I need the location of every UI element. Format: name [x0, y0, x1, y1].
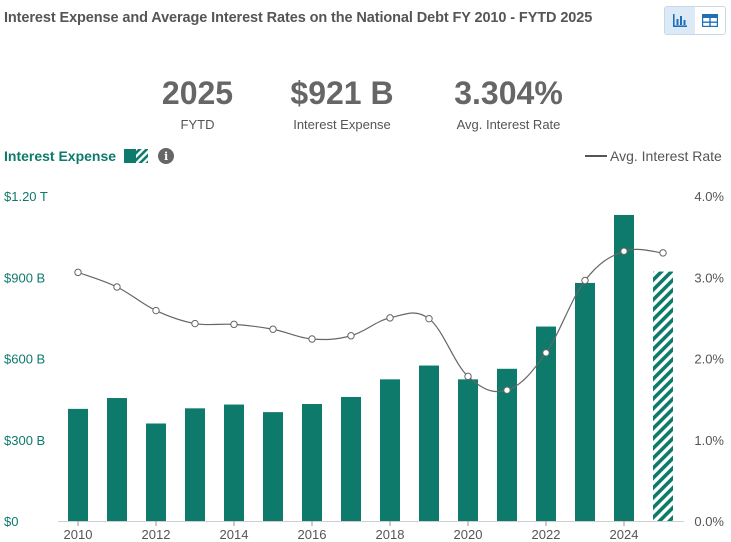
- info-icon[interactable]: i: [158, 148, 175, 164]
- left-tick-label: $1.20 T: [4, 189, 48, 204]
- bar-2018: [380, 379, 400, 521]
- bar-2022: [536, 326, 556, 521]
- kpi-value: 2025: [161, 75, 234, 111]
- bar-2011: [107, 398, 127, 521]
- x-tick-label: 2014: [220, 527, 249, 542]
- right-tick-label: 0.0%: [694, 514, 724, 529]
- rate-point-2024: [620, 247, 628, 255]
- bar-2017: [341, 396, 361, 521]
- table-icon: [702, 14, 718, 27]
- table-view-button[interactable]: [695, 7, 725, 34]
- x-tick-label: 2010: [64, 527, 93, 542]
- x-tick-label: 2012: [142, 527, 171, 542]
- x-tick-label: 2016: [298, 527, 327, 542]
- kpi-value: 3.304%: [454, 75, 563, 111]
- legend-label: Interest Expense: [4, 148, 117, 164]
- kpi-interest-expense: $921 B Interest Expense: [272, 74, 412, 132]
- rate-point-2025: [659, 249, 667, 257]
- left-tick-label: $600 B: [4, 352, 45, 367]
- rate-point-2022: [542, 349, 550, 357]
- legend-swatch-icon: [124, 149, 149, 163]
- rate-point-2013: [191, 319, 199, 328]
- kpi-value: $921 B: [290, 75, 394, 111]
- rate-point-2016: [308, 335, 316, 343]
- bar-2012: [146, 423, 166, 521]
- right-tick-label: 4.0%: [694, 189, 724, 204]
- right-tick-label: 1.0%: [694, 433, 724, 448]
- bar-2015: [263, 412, 283, 521]
- avg-rate-line: [77, 248, 664, 393]
- bar-2020: [458, 379, 478, 521]
- rate-point-2015: [269, 325, 277, 333]
- rate-point-2011: [113, 283, 121, 291]
- legend-interest-expense: Interest Expense i: [4, 148, 175, 164]
- bar-2013: [185, 408, 205, 521]
- kpi-fiscal-year: 2025 FYTD: [150, 74, 245, 132]
- bar-2019: [419, 365, 439, 521]
- rate-point-2010: [74, 268, 82, 277]
- bar-2025: [653, 271, 673, 521]
- legend-avg-interest-rate: Avg. Interest Rate: [585, 148, 722, 164]
- kpi-avg-interest-rate: 3.304% Avg. Interest Rate: [436, 74, 581, 132]
- rate-point-2018: [386, 314, 394, 322]
- x-tick-label: 2024: [610, 527, 639, 542]
- right-tick-label: 3.0%: [694, 270, 724, 285]
- kpi-label: FYTD: [180, 117, 215, 132]
- rate-point-2023: [581, 276, 589, 285]
- left-tick-label: $0: [4, 514, 18, 529]
- left-tick-label: $900 B: [4, 270, 45, 285]
- rate-point-2021: [503, 386, 511, 394]
- bar-2016: [302, 404, 322, 521]
- bar-2023: [575, 282, 595, 521]
- right-tick-label: 2.0%: [694, 352, 724, 367]
- legend-line-icon: [585, 155, 607, 157]
- chart-title: Interest Expense and Average Interest Ra…: [4, 10, 593, 26]
- legend-label: Avg. Interest Rate: [610, 148, 722, 164]
- bar-2014: [224, 404, 244, 521]
- kpi-label: Avg. Interest Rate: [456, 117, 561, 132]
- bar-chart-icon: [673, 13, 687, 27]
- rate-point-2017: [347, 332, 355, 340]
- rate-point-2019: [425, 314, 433, 323]
- x-tick-label: 2020: [454, 527, 483, 542]
- rate-point-2020: [464, 372, 472, 381]
- bar-2021: [497, 368, 517, 521]
- chart-view-button[interactable]: [665, 7, 695, 34]
- x-tick-label: 2022: [532, 527, 561, 542]
- kpi-label: Interest Expense: [293, 117, 391, 132]
- view-toggle: [664, 6, 726, 35]
- rate-point-2012: [152, 306, 160, 315]
- left-tick-label: $300 B: [4, 433, 45, 448]
- bar-2010: [68, 408, 88, 521]
- x-tick-label: 2018: [376, 527, 405, 542]
- rate-point-2014: [230, 320, 238, 329]
- bar-2024: [614, 214, 634, 522]
